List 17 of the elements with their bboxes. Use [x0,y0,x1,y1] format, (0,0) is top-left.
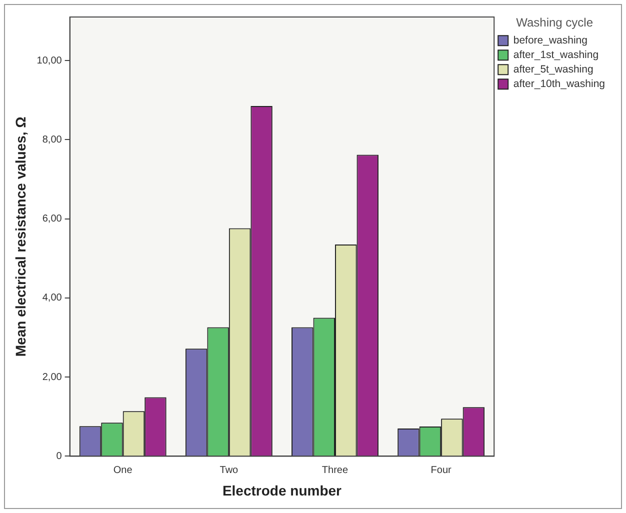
y-axis-title: Mean electrical resistance values, Ω [12,116,28,357]
y-tick-label: 8,00 [42,134,62,146]
x-axis-title: Electrode number [222,482,342,498]
y-tick-label: 10,00 [36,55,62,66]
y-tick-label: 0 [56,450,62,462]
legend-label: before_washing [513,34,588,47]
legend-title: Washing cycle [516,15,594,30]
x-tick-label: One [113,464,133,476]
x-tick-label: Two [220,464,239,476]
legend-label: after_5t_washing [513,64,594,76]
x-tick-label: Three [322,464,348,476]
y-tick-label: 2,00 [42,372,62,383]
y-tick-label: 6,00 [42,214,62,225]
legend-label: after_1st_washing [513,49,599,62]
x-tick-label: Four [430,464,452,476]
y-tick-label: 4,00 [42,292,62,304]
legend-label: after_10th_washing [513,78,606,90]
